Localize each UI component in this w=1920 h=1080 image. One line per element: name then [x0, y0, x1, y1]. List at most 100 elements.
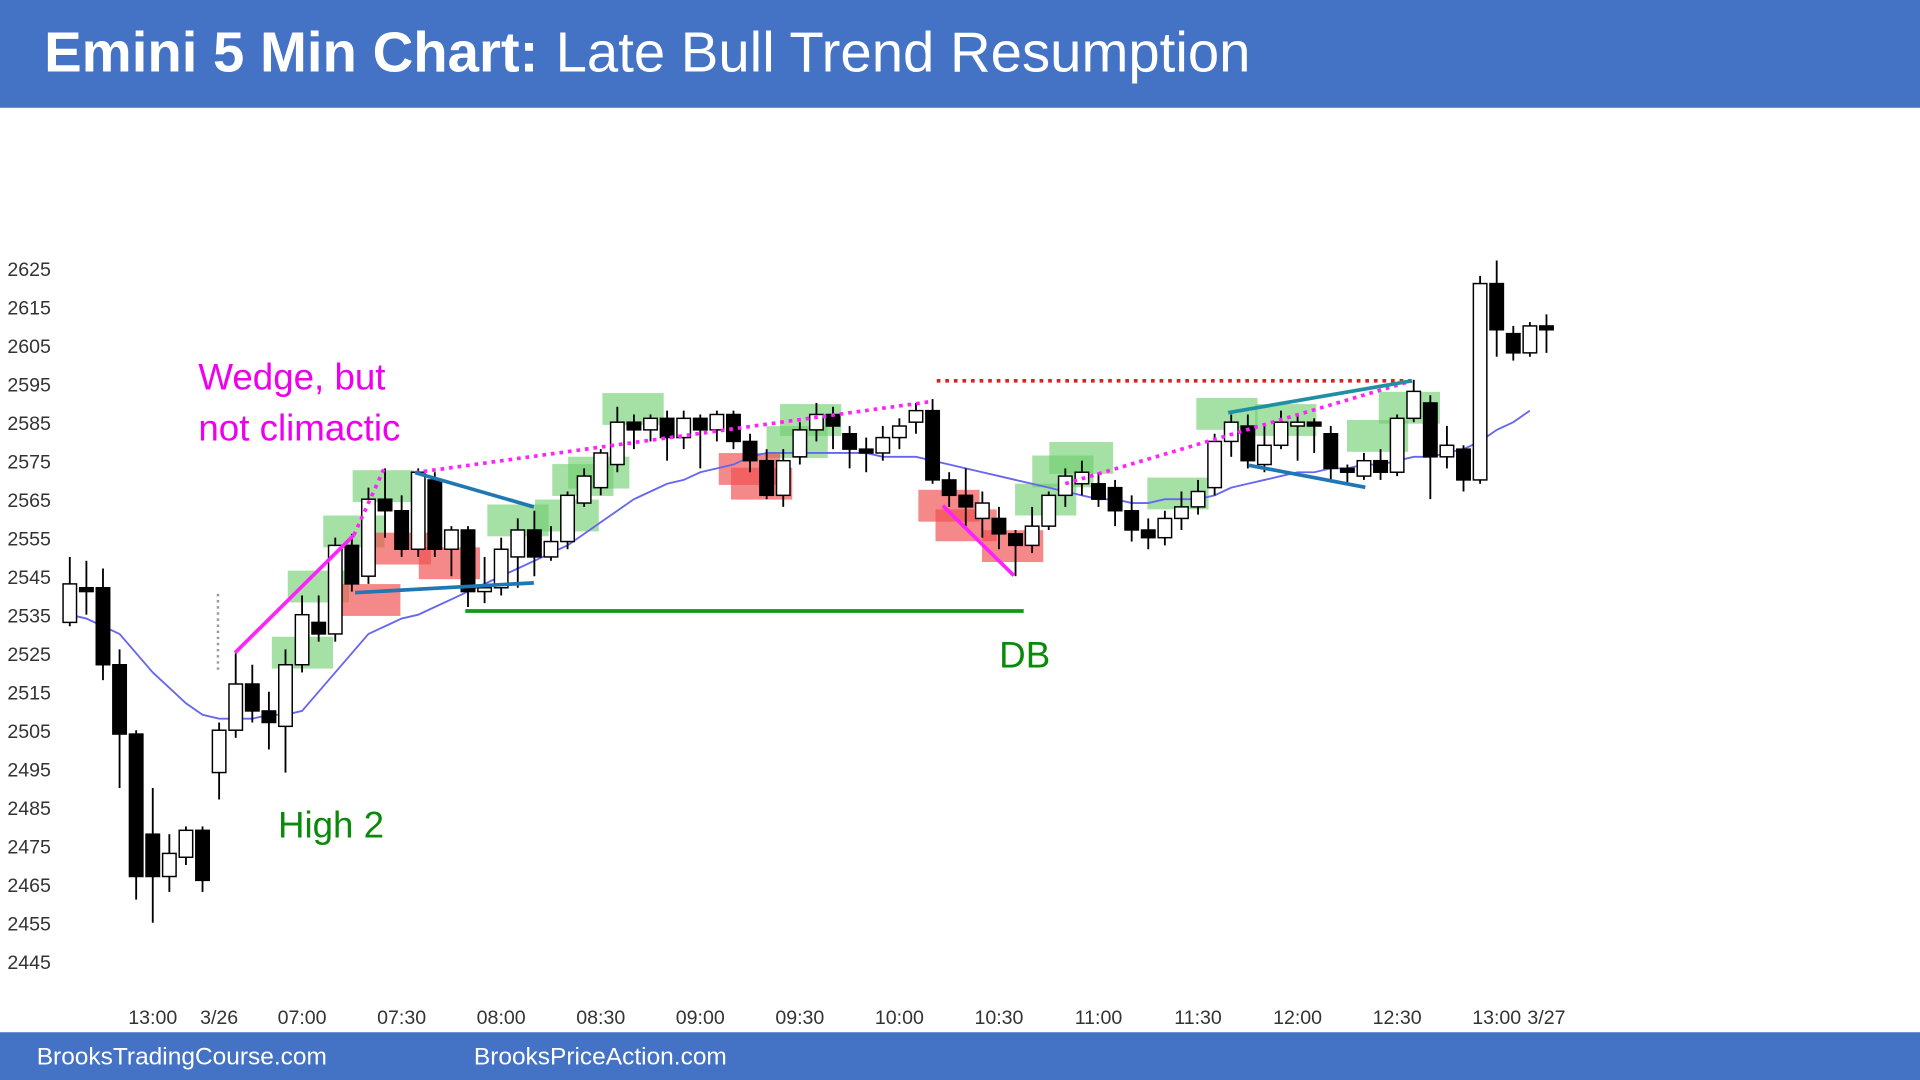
x-tick-label: 10:30	[974, 1007, 1023, 1029]
candle-body	[460, 529, 476, 593]
title-bold: Emini 5 Min Chart:	[44, 20, 538, 83]
candle-body	[560, 494, 576, 543]
x-tick-label: 10:00	[875, 1007, 924, 1029]
candle-body	[1505, 332, 1521, 354]
candle-body	[1306, 421, 1322, 427]
candle-body	[908, 409, 924, 423]
candle-body	[775, 459, 791, 497]
trendline	[941, 504, 1016, 577]
candle-body	[244, 683, 260, 712]
candle-body	[609, 421, 625, 466]
candle-body	[1389, 417, 1405, 473]
candle-body	[958, 494, 974, 508]
annotation: DB	[999, 634, 1050, 675]
candle-body	[1456, 448, 1471, 481]
header-band	[0, 0, 1920, 108]
candle-body	[394, 510, 410, 550]
candle-body	[759, 459, 775, 497]
x-tick-label: 08:00	[477, 1007, 526, 1029]
candle-body	[692, 417, 708, 431]
candle-body	[95, 587, 111, 666]
candle-body	[974, 502, 990, 520]
candle-body	[1323, 432, 1339, 470]
candle-body	[576, 475, 592, 504]
candle-body	[1273, 421, 1289, 447]
candle-body	[443, 529, 459, 550]
y-tick-label: 2515	[7, 682, 51, 704]
candle-body	[1041, 494, 1057, 527]
candle-body	[228, 683, 244, 731]
trendline	[414, 470, 535, 509]
x-tick-label: 07:00	[278, 1007, 327, 1029]
x-tick-label: 13:00	[1472, 1007, 1521, 1029]
y-tick-label: 2545	[7, 567, 51, 589]
candle-body	[1422, 402, 1438, 458]
footer-text: BrooksPriceAction.com	[474, 1043, 727, 1070]
candle-body	[808, 413, 824, 431]
trendline	[352, 466, 387, 536]
candle-body	[676, 417, 692, 439]
candle-body	[294, 613, 310, 666]
y-tick-label: 2585	[7, 413, 51, 435]
candle-body	[427, 479, 443, 550]
candle-body	[659, 417, 675, 439]
candle-body	[526, 529, 542, 558]
candle-body	[195, 829, 210, 882]
y-tick-label: 2525	[7, 644, 51, 666]
x-tick-label: 12:00	[1273, 1007, 1322, 1029]
y-tick-label: 2565	[7, 490, 51, 512]
candle-body	[1223, 421, 1239, 443]
footer-text: BrooksTradingCourse.com	[37, 1043, 327, 1070]
y-tick-label: 2535	[7, 605, 51, 627]
candle-body	[1290, 421, 1306, 427]
candle-body	[643, 417, 658, 431]
chart-title: Emini 5 Min Chart: Late Bull Trend Resump…	[44, 20, 1250, 83]
x-tick-label: 13:00	[128, 1007, 177, 1029]
candle-body	[1124, 510, 1140, 531]
candle-body	[1489, 282, 1505, 331]
candle-body	[925, 409, 941, 481]
candle-body	[1339, 467, 1355, 473]
y-tick-label: 2475	[7, 836, 51, 858]
candle-body	[1240, 425, 1256, 462]
candle-body	[1439, 444, 1455, 458]
y-tick-label: 2505	[7, 721, 51, 743]
y-tick-label: 2595	[7, 374, 51, 396]
x-tick-label: 3/26	[200, 1007, 238, 1029]
candle-body	[311, 621, 327, 635]
candle-body	[875, 436, 891, 454]
y-tick-label: 2615	[7, 297, 51, 319]
plot: 2445 2455 2465 2475 2485 2495 2505 2515 2525 2535…	[7, 259, 1565, 1029]
candle-body	[742, 440, 758, 462]
candle-body	[377, 498, 393, 512]
candle-body	[1157, 517, 1173, 539]
bull-box	[352, 470, 414, 503]
candle-body	[78, 587, 94, 593]
y-tick-label: 2455	[7, 913, 51, 935]
candle-body	[941, 479, 957, 497]
trendlines	[216, 378, 1415, 674]
annotation: not climactic	[198, 408, 400, 449]
x-tick-label: 11:00	[1075, 1007, 1123, 1029]
candle-body	[1057, 475, 1073, 497]
trendline	[233, 533, 356, 654]
trendline	[1248, 463, 1366, 490]
candle-body	[1472, 282, 1488, 481]
candle-body	[1538, 325, 1554, 331]
y-tick-label: 2575	[7, 451, 51, 473]
trendline	[1227, 379, 1413, 415]
candle-body	[145, 833, 161, 878]
candle-body	[128, 733, 144, 878]
x-tick-label: 11:30	[1174, 1007, 1222, 1029]
x-tick-label: 08:30	[576, 1007, 625, 1029]
candle-body	[112, 664, 128, 735]
candle-body	[477, 587, 493, 593]
candle-body	[1173, 506, 1189, 520]
candle-body	[792, 429, 808, 458]
y-tick-label: 2495	[7, 759, 51, 781]
candle-body	[991, 517, 1007, 535]
candle-body	[1373, 459, 1389, 473]
candle-body	[62, 583, 78, 624]
